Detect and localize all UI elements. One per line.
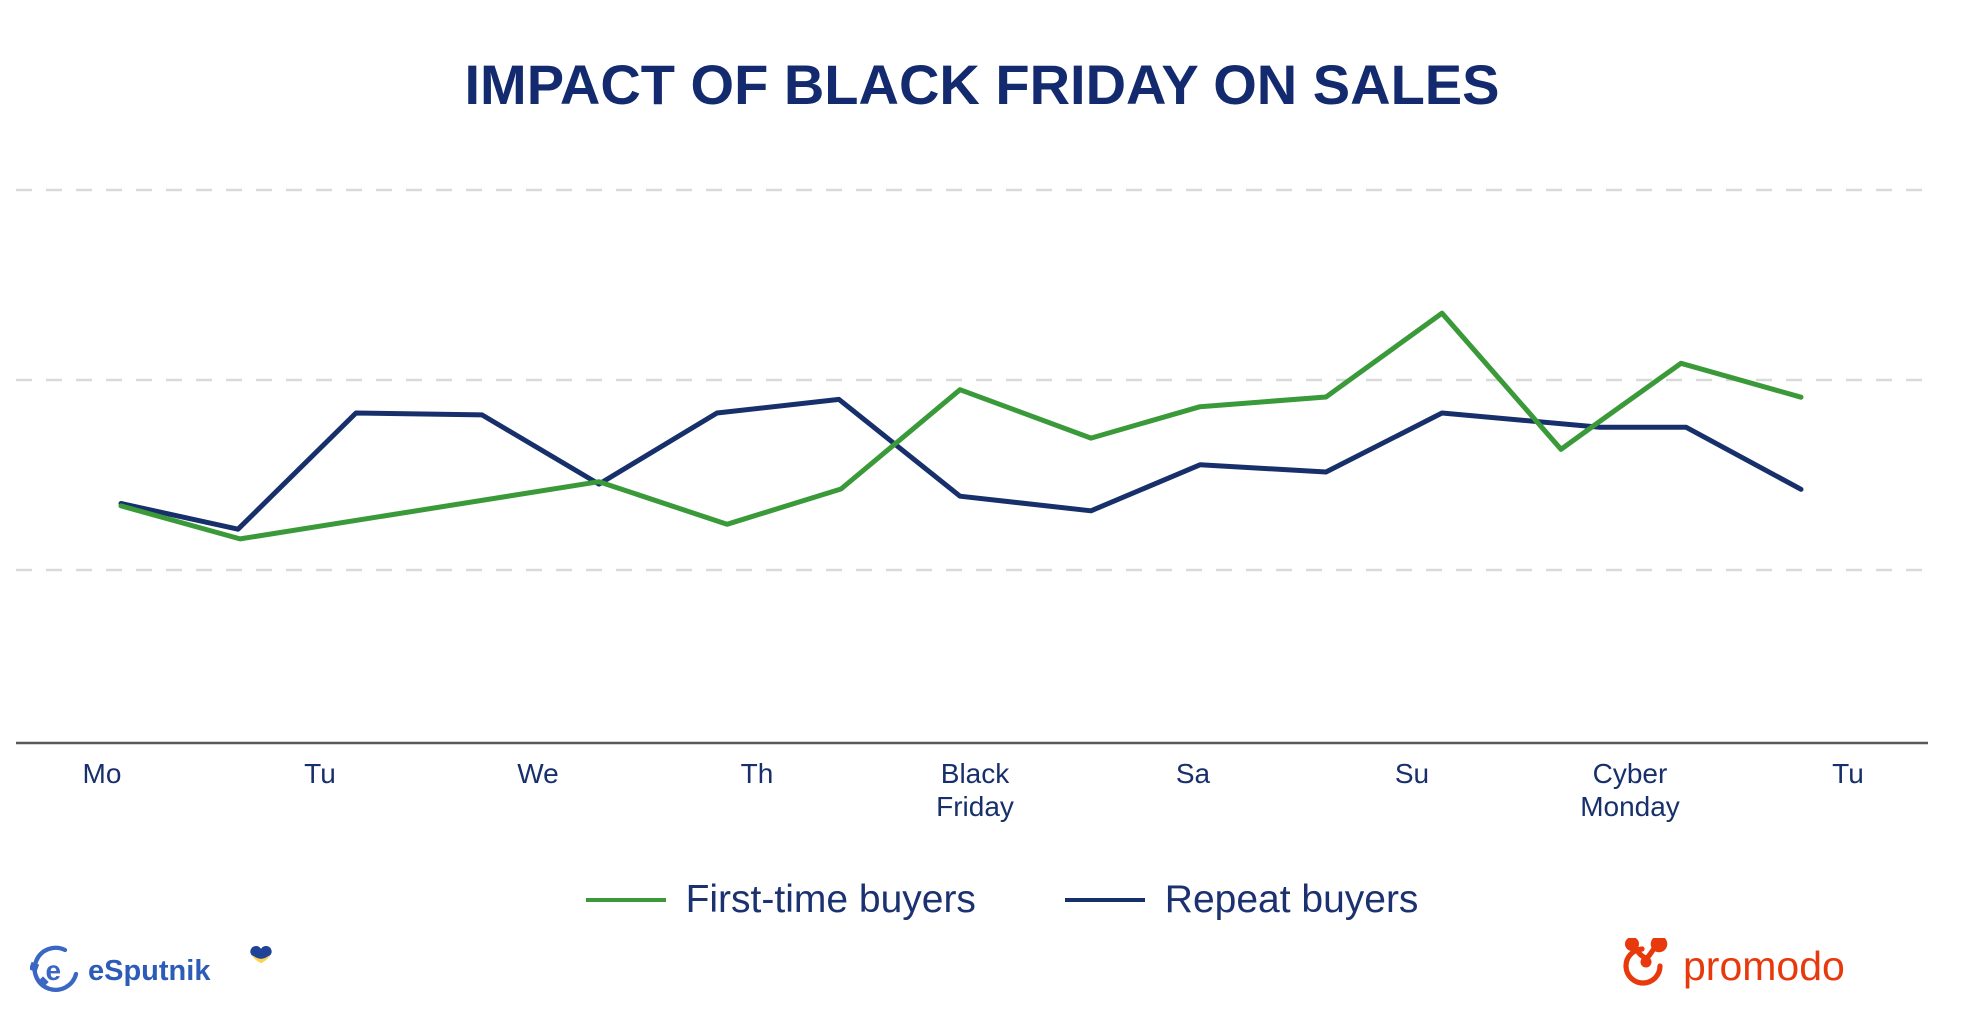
svg-text:e: e: [46, 955, 62, 986]
svg-text:eSputnik: eSputnik: [88, 955, 211, 987]
svg-text:promodo: promodo: [1683, 943, 1845, 989]
